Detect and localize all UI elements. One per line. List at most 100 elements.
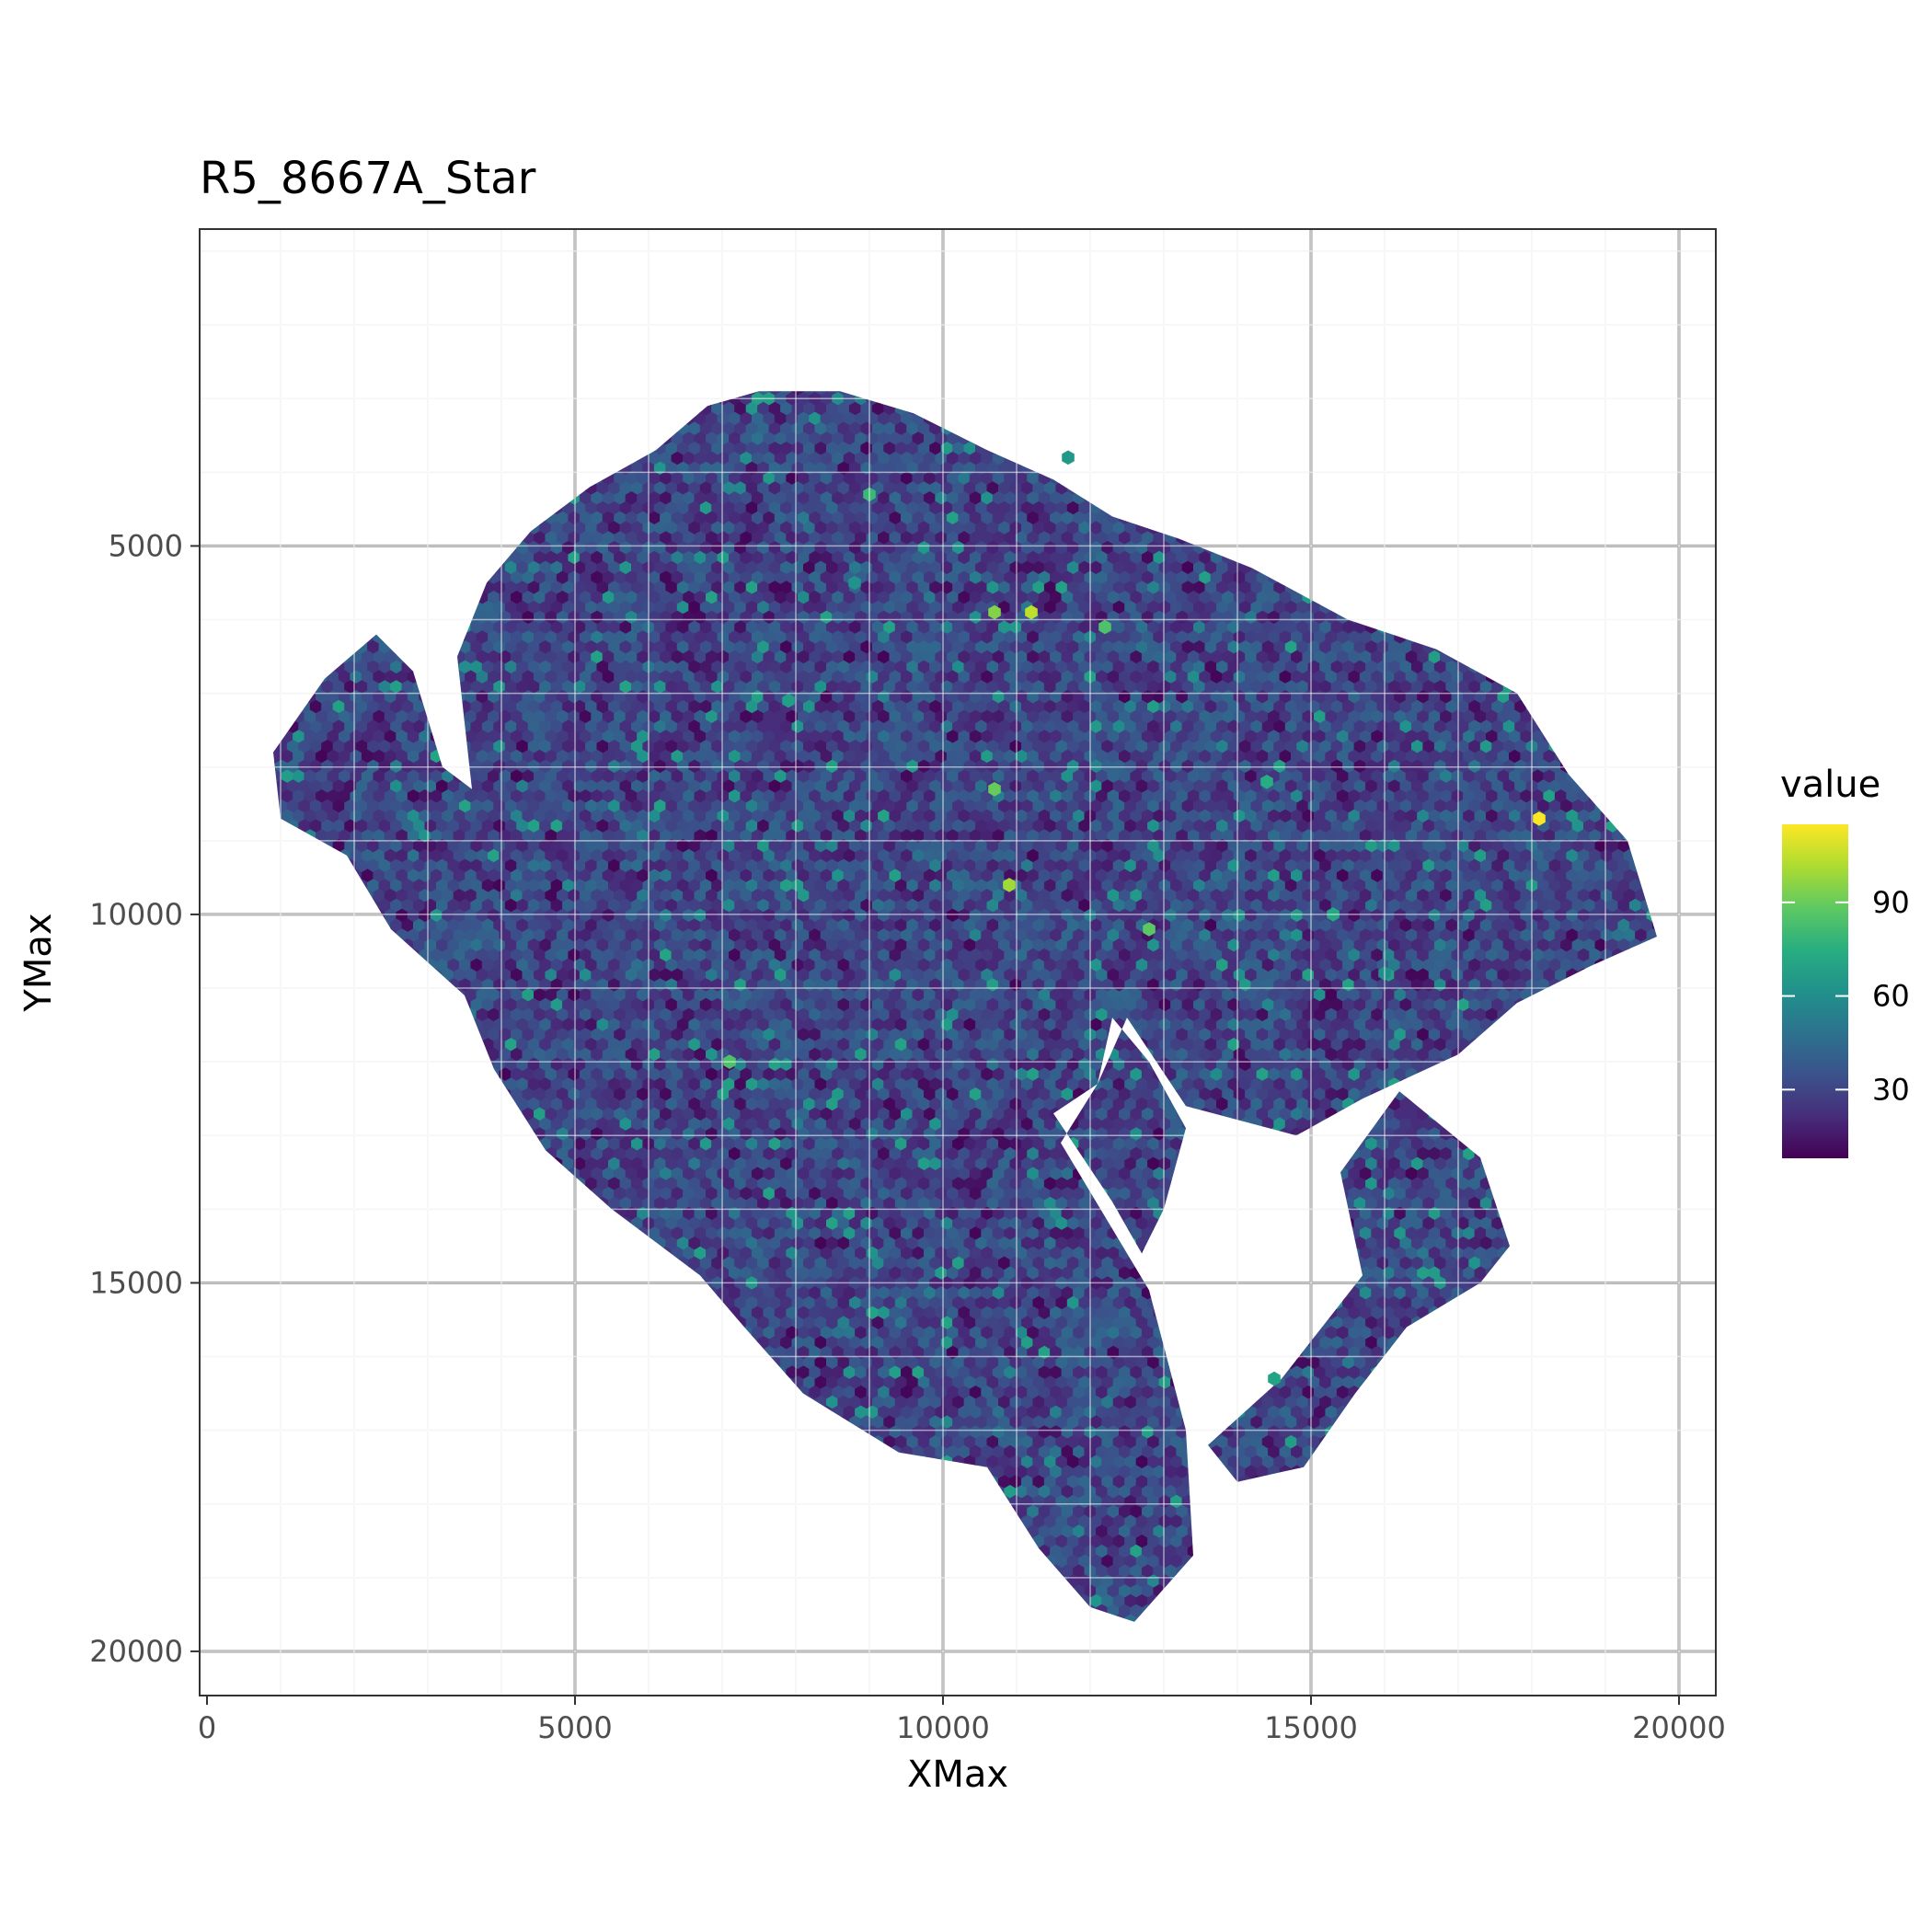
hex-bin xyxy=(694,491,707,506)
hex-bin xyxy=(1089,560,1102,575)
hex-bin xyxy=(1147,581,1160,595)
hex-bin xyxy=(797,591,810,605)
hex-bin xyxy=(579,511,592,525)
hex-bin xyxy=(837,620,850,635)
hex-bin xyxy=(694,511,707,525)
hex-bin xyxy=(683,471,696,486)
hex-bin xyxy=(855,550,868,565)
hex-bin xyxy=(699,481,712,496)
hex-bin xyxy=(722,560,735,575)
hex-bin xyxy=(975,600,988,615)
hex-bin xyxy=(556,550,569,565)
hex-bin xyxy=(694,591,707,605)
hex-bin xyxy=(986,481,999,496)
hex-bin xyxy=(757,620,770,635)
hex-bin xyxy=(791,401,804,416)
hex-bin xyxy=(614,570,627,585)
hex-bin xyxy=(848,442,862,456)
hex-bin xyxy=(940,500,953,515)
hex-bin xyxy=(1055,600,1068,615)
hex-bin xyxy=(562,581,575,595)
hex-bin xyxy=(694,570,707,585)
hex-bin xyxy=(1187,610,1200,625)
hex-bin xyxy=(1153,570,1166,585)
hex-bin xyxy=(878,431,891,446)
hex-bin xyxy=(740,471,753,486)
hex-bin xyxy=(901,451,914,466)
hex-bin xyxy=(722,541,735,556)
hex-bin xyxy=(889,471,902,486)
hex-bin xyxy=(952,521,965,535)
hex-bin xyxy=(585,521,598,535)
hex-bin xyxy=(556,531,569,546)
hex-bin xyxy=(591,610,604,625)
hex-bin xyxy=(660,610,673,625)
hex-bin xyxy=(722,600,735,615)
hex-bin xyxy=(568,570,581,585)
hex-bin xyxy=(894,481,907,496)
hex-bin xyxy=(1061,570,1074,585)
hex-bin xyxy=(832,411,845,426)
hex-bin xyxy=(556,570,569,585)
hex-bin xyxy=(1245,570,1258,585)
hex-bin xyxy=(1038,511,1051,525)
hex-bin xyxy=(843,591,856,605)
hex-bin xyxy=(522,550,535,565)
hex-bin xyxy=(1204,560,1217,575)
hex-bin xyxy=(614,550,627,565)
hex-bin xyxy=(665,442,678,456)
hex-bin xyxy=(940,442,953,456)
hex-bin xyxy=(751,531,765,546)
hex-bin xyxy=(780,421,793,436)
hex-bin xyxy=(1153,591,1166,605)
hex-bin xyxy=(946,431,960,446)
hex-bin xyxy=(745,620,758,635)
hex-bin xyxy=(522,591,535,605)
hex-bin xyxy=(820,550,833,565)
hex-bin xyxy=(734,581,747,595)
hex-bin xyxy=(1325,610,1338,625)
hex-bin xyxy=(763,531,776,546)
hex-bin xyxy=(883,442,896,456)
hex-bin xyxy=(614,610,627,625)
hex-bin xyxy=(556,591,569,605)
hex-bin xyxy=(843,411,856,426)
hex-bin xyxy=(1043,560,1057,575)
hex-bin xyxy=(1055,581,1068,595)
hex-bin xyxy=(889,531,902,546)
hex-bin xyxy=(1066,521,1079,535)
hex-bin xyxy=(1101,521,1114,535)
hex-bin xyxy=(848,560,862,575)
hex-bin xyxy=(579,550,592,565)
hex-bin xyxy=(665,600,678,615)
hex-bin xyxy=(958,531,971,546)
hex-bin xyxy=(734,541,747,556)
hex-bin xyxy=(711,421,724,436)
hex-bin xyxy=(809,451,822,466)
hex-bin xyxy=(653,481,667,496)
hex-bin xyxy=(740,531,753,546)
hex-bin xyxy=(1009,500,1022,515)
hex-bin xyxy=(637,531,650,546)
hex-bin xyxy=(837,442,850,456)
hex-bin xyxy=(981,591,994,605)
hex-bin xyxy=(814,560,827,575)
hex-bin xyxy=(516,560,529,575)
hex-bin xyxy=(820,570,833,585)
hex-bin xyxy=(1124,541,1137,556)
hex-bin xyxy=(602,531,615,546)
hex-bin xyxy=(809,531,822,546)
hex-bin xyxy=(619,521,632,535)
hex-bin xyxy=(579,610,592,625)
hex-bin xyxy=(711,620,724,635)
hex-bin xyxy=(527,620,540,635)
hex-bin xyxy=(660,550,673,565)
hex-bin xyxy=(855,471,868,486)
hex-bin xyxy=(1222,570,1235,585)
hex-bin xyxy=(889,411,902,426)
hex-bin xyxy=(1124,560,1137,575)
hex-bin xyxy=(791,600,804,615)
hex-bin xyxy=(917,421,930,436)
hex-bin xyxy=(591,491,604,506)
